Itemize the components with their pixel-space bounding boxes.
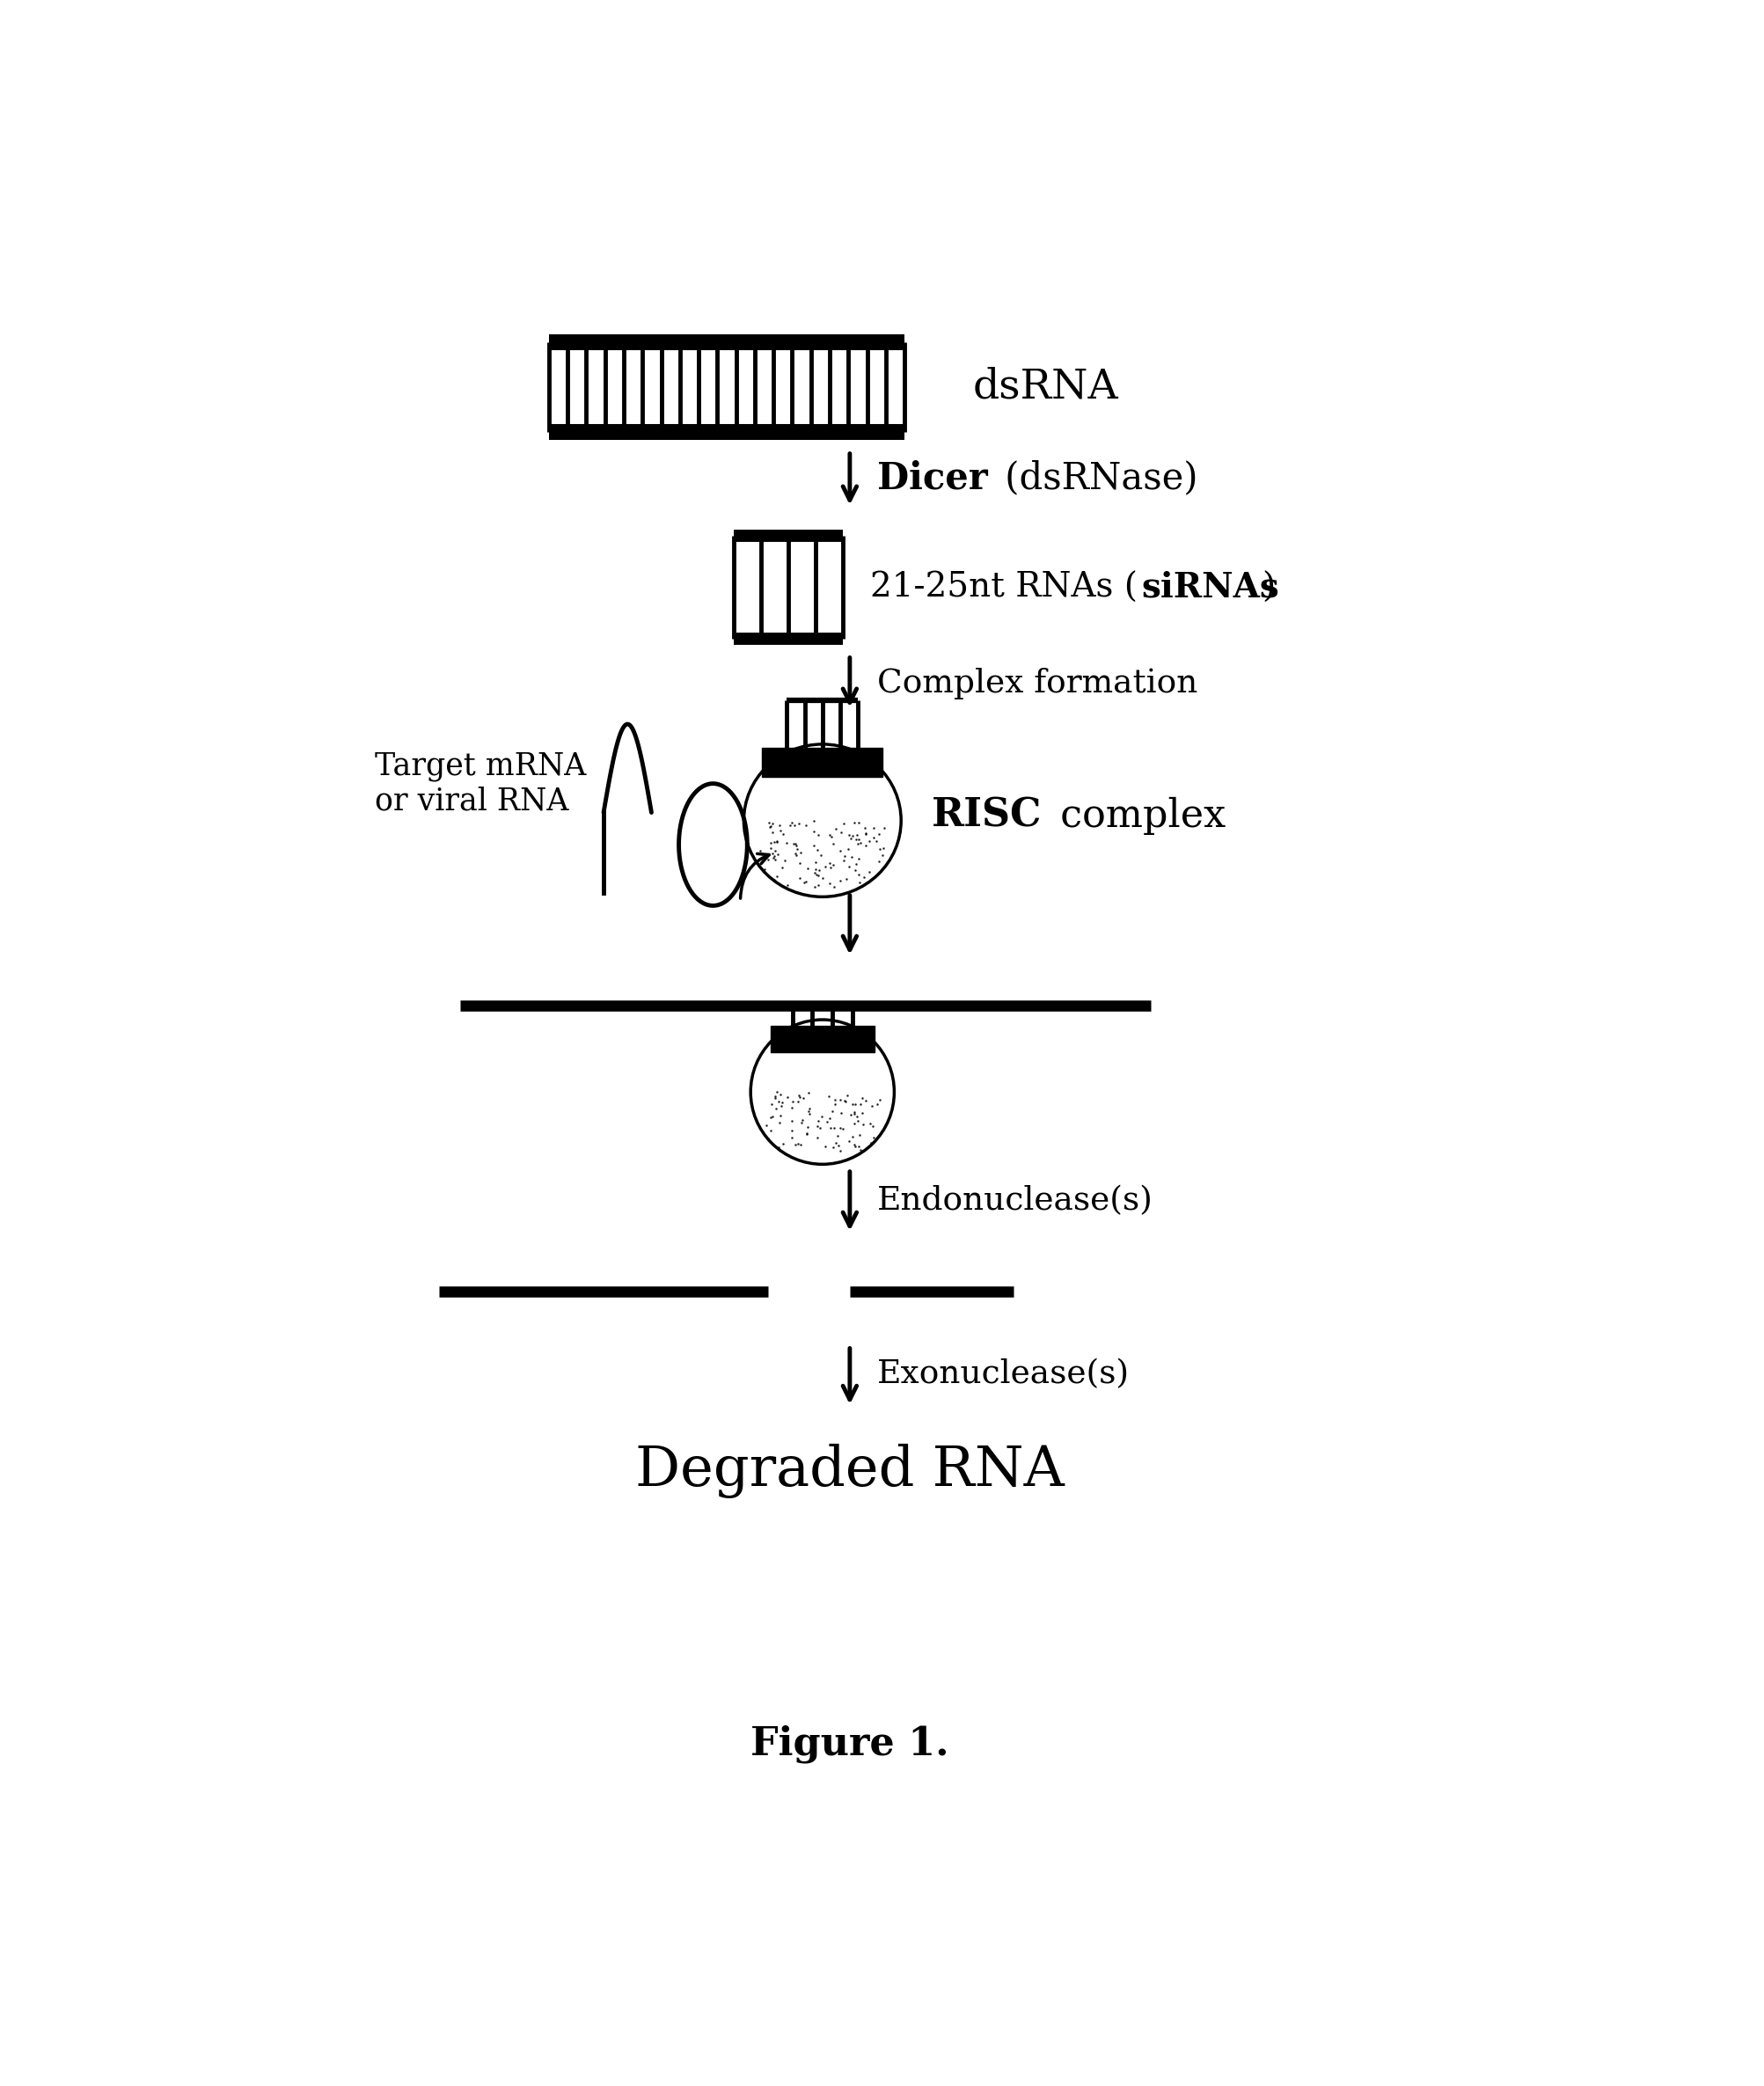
- Text: siRNAs: siRNAs: [1141, 572, 1279, 605]
- Text: Exonuclease(s): Exonuclease(s): [877, 1358, 1129, 1391]
- Bar: [771, 1026, 873, 1051]
- Ellipse shape: [743, 745, 901, 897]
- Text: Figure 1.: Figure 1.: [750, 1725, 949, 1763]
- Bar: [762, 749, 882, 778]
- Text: 21-25nt RNAs (: 21-25nt RNAs (: [870, 572, 1138, 605]
- Text: Complex formation: Complex formation: [877, 668, 1198, 699]
- Text: Target mRNA
or viral RNA: Target mRNA or viral RNA: [374, 751, 586, 816]
- Ellipse shape: [750, 1020, 894, 1164]
- Text: Endonuclease(s): Endonuclease(s): [877, 1185, 1152, 1216]
- Text: (dsRNase): (dsRNase): [993, 459, 1198, 496]
- Text: Degraded RNA: Degraded RNA: [635, 1444, 1064, 1498]
- Text: complex: complex: [1048, 797, 1226, 834]
- Text: dsRNA: dsRNA: [972, 367, 1118, 407]
- Text: Dicer: Dicer: [877, 459, 988, 496]
- FancyArrowPatch shape: [741, 853, 769, 899]
- Text: ): ): [1261, 572, 1274, 605]
- Text: RISC: RISC: [931, 797, 1041, 834]
